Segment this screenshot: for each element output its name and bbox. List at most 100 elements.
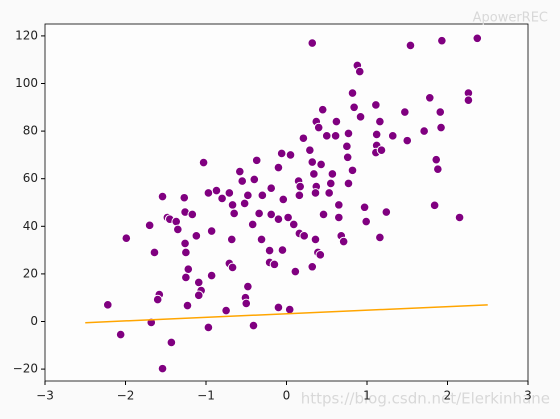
point	[171, 216, 182, 227]
point	[347, 165, 358, 176]
point	[334, 212, 344, 223]
point	[206, 226, 217, 236]
x-tick-label: −3	[36, 389, 54, 403]
point	[203, 322, 214, 333]
point	[321, 131, 332, 141]
point	[254, 208, 264, 219]
point	[307, 157, 318, 167]
point	[433, 164, 443, 174]
point	[375, 232, 385, 243]
point	[266, 183, 277, 194]
point	[227, 200, 238, 210]
point	[226, 234, 237, 245]
point	[381, 207, 392, 217]
x-tick-label: 3	[524, 389, 532, 403]
point	[334, 200, 344, 210]
point	[273, 162, 284, 173]
point	[347, 88, 358, 98]
point	[419, 126, 429, 136]
point	[181, 272, 191, 283]
point	[437, 35, 447, 46]
point	[429, 200, 440, 211]
point	[472, 33, 483, 44]
x-tick-label: −1	[197, 389, 215, 403]
y-tick-label: 0	[30, 314, 38, 328]
point	[371, 100, 381, 110]
point	[237, 176, 248, 186]
point	[173, 224, 183, 235]
point	[338, 236, 349, 247]
point	[115, 329, 126, 340]
point	[166, 337, 177, 348]
point	[343, 178, 354, 189]
point	[431, 154, 442, 165]
point	[463, 95, 474, 105]
point	[299, 231, 310, 241]
point	[424, 92, 435, 103]
point	[183, 264, 194, 274]
point	[157, 191, 168, 202]
point	[243, 281, 253, 292]
point	[276, 148, 287, 159]
point	[331, 116, 342, 127]
point	[227, 262, 238, 273]
point	[221, 305, 231, 316]
y-tick-label: 60	[23, 171, 38, 185]
watermark: ApowerREC	[473, 11, 548, 26]
y-tick-label: 120	[15, 28, 38, 42]
point	[355, 112, 366, 122]
point	[325, 178, 336, 189]
y-tick-label: 40	[23, 219, 38, 233]
point	[241, 298, 252, 309]
point	[269, 259, 280, 270]
y-tick-label: 80	[23, 124, 38, 138]
point	[193, 290, 204, 301]
point	[290, 266, 301, 277]
point	[405, 40, 416, 51]
point	[313, 122, 324, 133]
point	[371, 129, 382, 140]
point	[376, 145, 387, 155]
point	[235, 166, 245, 177]
point	[248, 320, 259, 331]
y-tick-label: 20	[23, 266, 38, 280]
point	[298, 133, 309, 144]
point	[229, 208, 239, 219]
point	[211, 185, 222, 196]
point	[294, 190, 305, 201]
point	[264, 245, 275, 256]
point	[249, 174, 260, 185]
point	[307, 261, 318, 272]
x-tick-label: 1	[363, 389, 371, 403]
point	[454, 212, 465, 223]
point	[324, 188, 334, 198]
point	[277, 245, 288, 255]
point	[435, 107, 446, 117]
point	[149, 247, 160, 258]
point	[317, 104, 328, 115]
point	[180, 238, 190, 249]
point	[342, 141, 352, 152]
point	[342, 152, 353, 163]
point	[309, 169, 319, 179]
point	[285, 150, 296, 160]
point	[247, 219, 258, 230]
point	[283, 212, 293, 223]
point	[343, 128, 354, 139]
point	[354, 66, 365, 77]
fit-line	[85, 304, 488, 324]
point	[251, 155, 262, 166]
point	[243, 190, 253, 201]
point	[224, 188, 235, 198]
point	[266, 209, 277, 220]
y-tick-label: 100	[15, 76, 38, 90]
point	[310, 234, 321, 245]
point	[182, 300, 193, 311]
x-tick-label: 2	[444, 389, 452, 403]
point	[157, 363, 168, 374]
x-tick-label: 0	[283, 389, 291, 403]
point	[152, 294, 163, 305]
point	[400, 107, 410, 117]
point	[181, 247, 191, 258]
